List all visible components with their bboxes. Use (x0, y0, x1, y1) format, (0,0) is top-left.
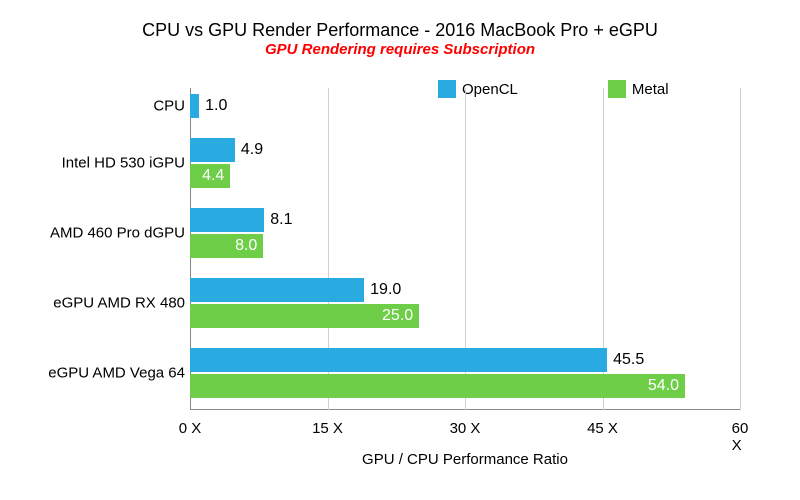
plot-area: 1.0 4.9 4.4 8.1 8.0 19.0 25.0 45.554.0 (190, 88, 740, 410)
x-axis-title: GPU / CPU Performance Ratio (190, 451, 740, 468)
y-category-label: AMD 460 Pro dGPU (50, 225, 185, 242)
x-axis-ticks: 0 X15 X30 X45 X60 X (190, 420, 740, 440)
bar (190, 94, 199, 118)
bar (190, 138, 235, 162)
x-tick-label: 45 X (587, 420, 618, 437)
chart-subtitle: GPU Rendering requires Subscription (20, 41, 780, 58)
y-category-label: CPU (153, 98, 185, 115)
bar-value-label: 1.0 (205, 97, 227, 115)
bar (190, 348, 607, 372)
gridline (740, 88, 741, 410)
x-tick-label: 0 X (179, 420, 202, 437)
bar-value-label: 54.0 (648, 377, 679, 395)
bar-value-label: 8.0 (235, 237, 257, 255)
chart-container: CPU vs GPU Render Performance - 2016 Mac… (20, 20, 780, 480)
x-tick-label: 15 X (312, 420, 343, 437)
y-category-label: eGPU AMD RX 480 (53, 295, 185, 312)
bar (190, 374, 685, 398)
bar-value-label: 19.0 (370, 281, 401, 299)
y-category-label: eGPU AMD Vega 64 (48, 365, 185, 382)
x-tick-label: 60 X (732, 420, 749, 454)
bar-value-label: 45.5 (613, 351, 644, 369)
bar-value-label: 8.1 (270, 211, 292, 229)
bar-value-label: 4.9 (241, 141, 263, 159)
bar-value-label: 25.0 (382, 307, 413, 325)
bar (190, 278, 364, 302)
y-axis-labels: CPU Intel HD 530 iGPU AMD 460 Pro dGPU eGPU… (20, 88, 185, 410)
chart-title: CPU vs GPU Render Performance - 2016 Mac… (20, 20, 780, 41)
bar (190, 208, 264, 232)
y-category-label: Intel HD 530 iGPU (62, 155, 185, 172)
x-tick-label: 30 X (450, 420, 481, 437)
bar-value-label: 4.4 (202, 167, 224, 185)
